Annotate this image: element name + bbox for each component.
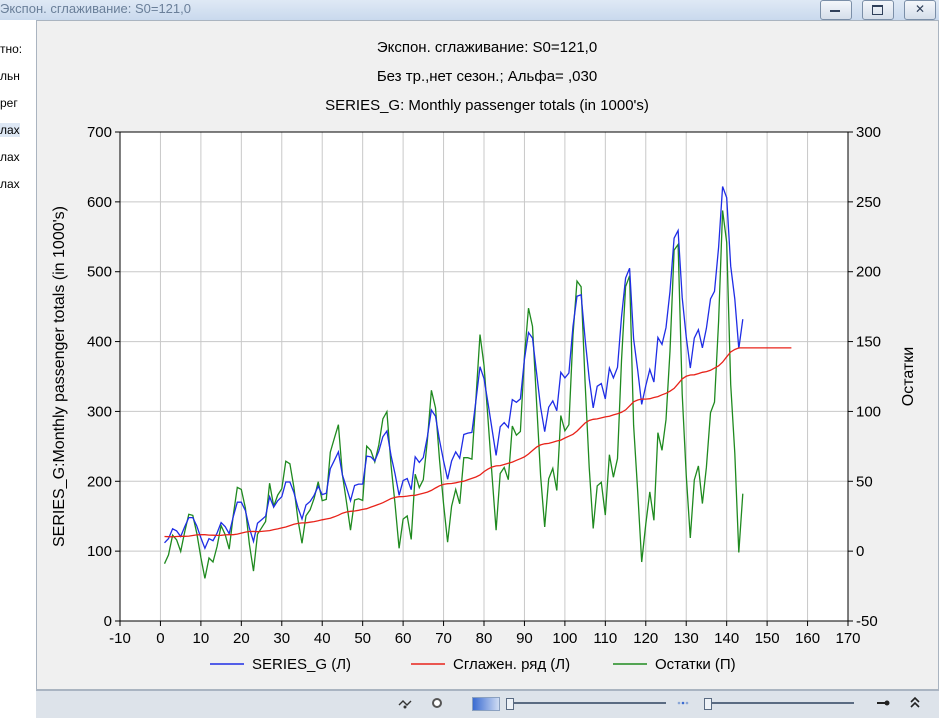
gear-icon[interactable]: [430, 696, 444, 710]
color-gradient-icon: [472, 697, 500, 711]
residuals-line: [163, 210, 744, 579]
workbook-tree: тно: льн рег лах лах лах: [0, 20, 36, 718]
x-tick-label: 60: [395, 630, 412, 647]
y-axis-ticks: 0 100 200 300 400 500 600 700: [87, 124, 120, 630]
smoothed-line: [164, 347, 792, 538]
x-tick-label: -10: [109, 630, 131, 647]
series-line: [164, 186, 744, 551]
x-tick-label: 30: [273, 630, 290, 647]
tree-item[interactable]: рег: [0, 96, 18, 110]
graph-window: Экспон. сглаживание: S0=121,0 Без тр.,не…: [36, 20, 939, 690]
x-tick-label: 80: [476, 630, 493, 647]
zoom-track[interactable]: [506, 702, 666, 704]
close-button[interactable]: ✕: [904, 0, 936, 20]
close-icon: ✕: [915, 2, 926, 16]
x-tick-label: 110: [593, 630, 617, 647]
tree-item[interactable]: тно:: [0, 42, 23, 56]
x-tick-label: 90: [516, 630, 533, 647]
minimize-button[interactable]: [820, 0, 852, 20]
x-tick-label: 50: [354, 630, 371, 647]
minimize-icon: [830, 10, 840, 12]
zoom-slider-thumb[interactable]: [506, 698, 514, 710]
y2-tick-label: 50: [856, 473, 873, 490]
legend-label: Остатки (П): [655, 656, 736, 673]
chart-title-line-2: Без тр.,нет сезон.; Альфа= ,030: [377, 68, 597, 85]
maximize-button[interactable]: [862, 0, 894, 20]
y2-tick-label: 200: [856, 264, 881, 281]
window-title: Экспон. сглаживание: S0=121,0: [0, 1, 191, 16]
legend-label: Сглажен. ряд (Л): [453, 656, 570, 673]
grid: [119, 131, 849, 622]
x-axis-ticks: -10 0 10 20 30 40 50 60 70 80 90 100 110 120 130 140 150…: [109, 621, 861, 647]
x-tick-label: 70: [435, 630, 452, 647]
pan-slider-thumb[interactable]: [704, 698, 712, 710]
y2-tick-label: 300: [856, 124, 881, 141]
y-axis-label: SERIES_G:Monthly passenger totals (in 10…: [51, 206, 68, 547]
y-tick-label: 500: [87, 264, 112, 281]
y-tick-label: 700: [87, 124, 112, 141]
y-tick-label: 200: [87, 473, 112, 490]
chart: Экспон. сглаживание: S0=121,0 Без тр.,не…: [51, 39, 917, 673]
x-tick-label: 100: [552, 630, 577, 647]
tree-item-selected[interactable]: лах: [0, 123, 20, 137]
y2-tick-label: 250: [856, 194, 881, 211]
graph-toolbar: [36, 690, 939, 718]
tree-item[interactable]: льн: [0, 69, 20, 83]
y2-tick-label: 0: [856, 543, 864, 560]
y-tick-label: 300: [87, 403, 112, 420]
y-tick-label: 100: [87, 543, 112, 560]
x-tick-label: 150: [755, 630, 780, 647]
y-tick-label: 0: [104, 613, 112, 630]
series-lines: [163, 186, 792, 579]
dots-icon[interactable]: [676, 696, 690, 710]
x-tick-label: 40: [314, 630, 331, 647]
maximize-icon: [872, 5, 883, 15]
move-icon[interactable]: [398, 696, 412, 710]
y2-axis-ticks: -50 0 50 100 150 200 250 300: [848, 124, 881, 630]
tree-item[interactable]: лах: [0, 150, 20, 164]
x-tick-label: 130: [674, 630, 699, 647]
y2-tick-label: 150: [856, 334, 881, 351]
y2-tick-label: -50: [856, 613, 878, 630]
chart-title-line-1: Экспон. сглаживание: S0=121,0: [377, 39, 597, 56]
legend: SERIES_G (Л) Сглажен. ряд (Л) Остатки (П): [210, 656, 736, 673]
x-tick-label: 10: [193, 630, 210, 647]
x-tick-label: 20: [233, 630, 250, 647]
legend-label: SERIES_G (Л): [252, 656, 351, 673]
chart-title-line-3: SERIES_G: Monthly passenger totals (in 1…: [325, 97, 649, 114]
y2-axis-label: Остатки: [900, 347, 917, 406]
y2-tick-label: 100: [856, 403, 881, 420]
x-tick-label: 140: [714, 630, 739, 647]
pin-icon[interactable]: [876, 696, 890, 710]
x-tick-label: 0: [156, 630, 164, 647]
x-tick-label: 170: [835, 630, 860, 647]
pan-track[interactable]: [704, 702, 854, 704]
chevron-up-icon[interactable]: [908, 696, 922, 710]
x-tick-label: 160: [795, 630, 820, 647]
tree-item[interactable]: лах: [0, 177, 20, 191]
x-tick-label: 120: [633, 630, 658, 647]
y-tick-label: 600: [87, 194, 112, 211]
y-tick-label: 400: [87, 334, 112, 351]
window-titlebar: Экспон. сглаживание: S0=121,0 ✕: [0, 0, 939, 20]
